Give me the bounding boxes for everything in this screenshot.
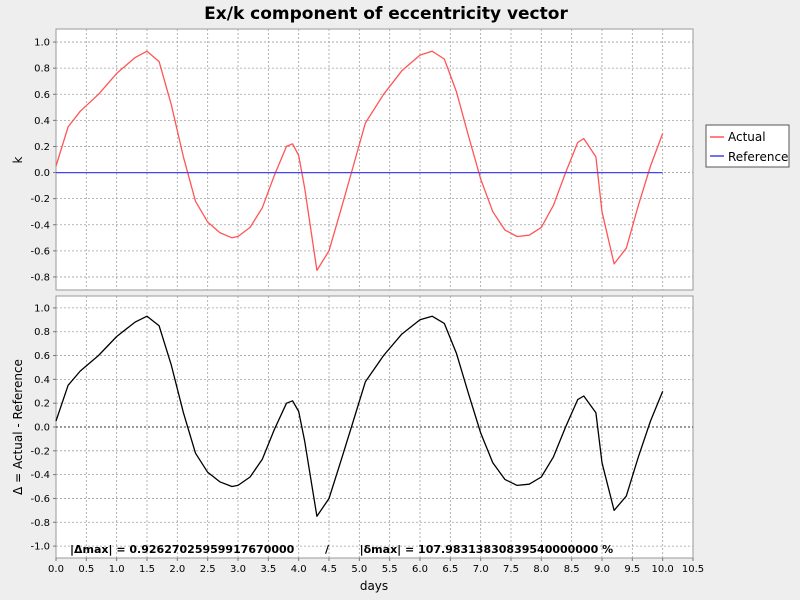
- bottom-y-axis-label: Δ = Actual - Reference: [11, 359, 25, 495]
- bottom-y-tick-label: 0.4: [34, 375, 50, 386]
- top-series: [55, 50, 664, 272]
- bottom-y-tick-label: -0.4: [30, 470, 50, 481]
- top-y-tick-label: 0.4: [34, 116, 50, 127]
- top-y-ticks: 1.0 0.8 0.6 0.4 0.2 0.0 -0.2 -0.4 -0.6 -0.8: [30, 38, 56, 283]
- x-tick-label: 10.5: [682, 564, 704, 575]
- top-y-tick-label: -0.2: [30, 194, 50, 205]
- bottom-y-tick-label: 0.2: [34, 399, 50, 410]
- bottom-series: [55, 315, 664, 517]
- bottom-y-tick-label: -0.8: [30, 518, 50, 529]
- x-tick-label: 9.0: [594, 564, 610, 575]
- x-tick-label: 4.5: [321, 564, 337, 575]
- x-tick-label: 7.5: [503, 564, 519, 575]
- top-y-tick-label: 0.6: [34, 90, 50, 101]
- x-tick-label: 2.0: [169, 564, 185, 575]
- top-y-axis-label: k: [11, 156, 25, 163]
- bottom-y-tick-label: -0.2: [30, 446, 50, 457]
- x-tick-label: 8.0: [533, 564, 549, 575]
- bottom-y-tick-label: -0.6: [30, 494, 50, 505]
- x-tick-label: 5.5: [382, 564, 398, 575]
- x-tick-label: 2.5: [200, 564, 216, 575]
- x-ticks: 0.0 0.5 1.0 1.5 2.0 2.5 3.0 3.5 4.0 4.5 5.0 5.5 6.0 6…: [48, 558, 704, 575]
- x-tick-label: 6.5: [442, 564, 458, 575]
- x-axis-label: days: [360, 579, 388, 593]
- bottom-y-tick-label: 0.8: [34, 327, 50, 338]
- x-tick-label: 9.5: [624, 564, 640, 575]
- bottom-y-tick-label: -1.0: [30, 542, 50, 553]
- top-y-tick-label: 0.2: [34, 142, 50, 153]
- top-y-tick-label: -0.4: [30, 220, 50, 231]
- delta-max-annotation: |Δmax| = 0.92627025959917670000 / |δmax|…: [70, 543, 613, 556]
- x-tick-label: 10.0: [652, 564, 674, 575]
- bottom-y-ticks: 1.0 0.8 0.6 0.4 0.2 0.0 -0.2 -0.4 -0.6 -0.8 -1.0: [30, 303, 56, 553]
- x-tick-label: 0.0: [48, 564, 64, 575]
- top-plot-grid: [56, 29, 693, 290]
- chart-title: Ex/k component of eccentricity vector: [204, 4, 568, 24]
- bottom-plot-area: [55, 295, 694, 559]
- x-tick-label: 1.0: [109, 564, 125, 575]
- x-tick-label: 6.0: [412, 564, 428, 575]
- bottom-y-tick-label: 1.0: [34, 303, 50, 314]
- x-tick-label: 5.0: [351, 564, 367, 575]
- top-y-tick-label: 0.0: [34, 168, 50, 179]
- legend-item-reference: Reference: [728, 150, 788, 164]
- x-tick-label: 4.0: [291, 564, 307, 575]
- top-y-tick-label: -0.6: [30, 246, 50, 257]
- legend: Actual Reference: [705, 124, 790, 168]
- x-tick-label: 8.5: [564, 564, 580, 575]
- x-tick-label: 3.5: [260, 564, 276, 575]
- top-y-tick-label: 0.8: [34, 64, 50, 75]
- legend-item-actual: Actual: [728, 130, 766, 144]
- x-tick-label: 7.0: [473, 564, 489, 575]
- top-series-actual-line: [55, 50, 664, 272]
- bottom-y-tick-label: 0.0: [34, 423, 50, 434]
- x-tick-label: 3.0: [230, 564, 246, 575]
- bottom-y-tick-label: 0.6: [34, 351, 50, 362]
- x-tick-label: 0.5: [78, 564, 94, 575]
- x-tick-label: 1.5: [139, 564, 155, 575]
- bottom-series-delta-line: [55, 315, 664, 517]
- top-y-tick-label: 1.0: [34, 38, 50, 49]
- top-y-tick-label: -0.8: [30, 272, 50, 283]
